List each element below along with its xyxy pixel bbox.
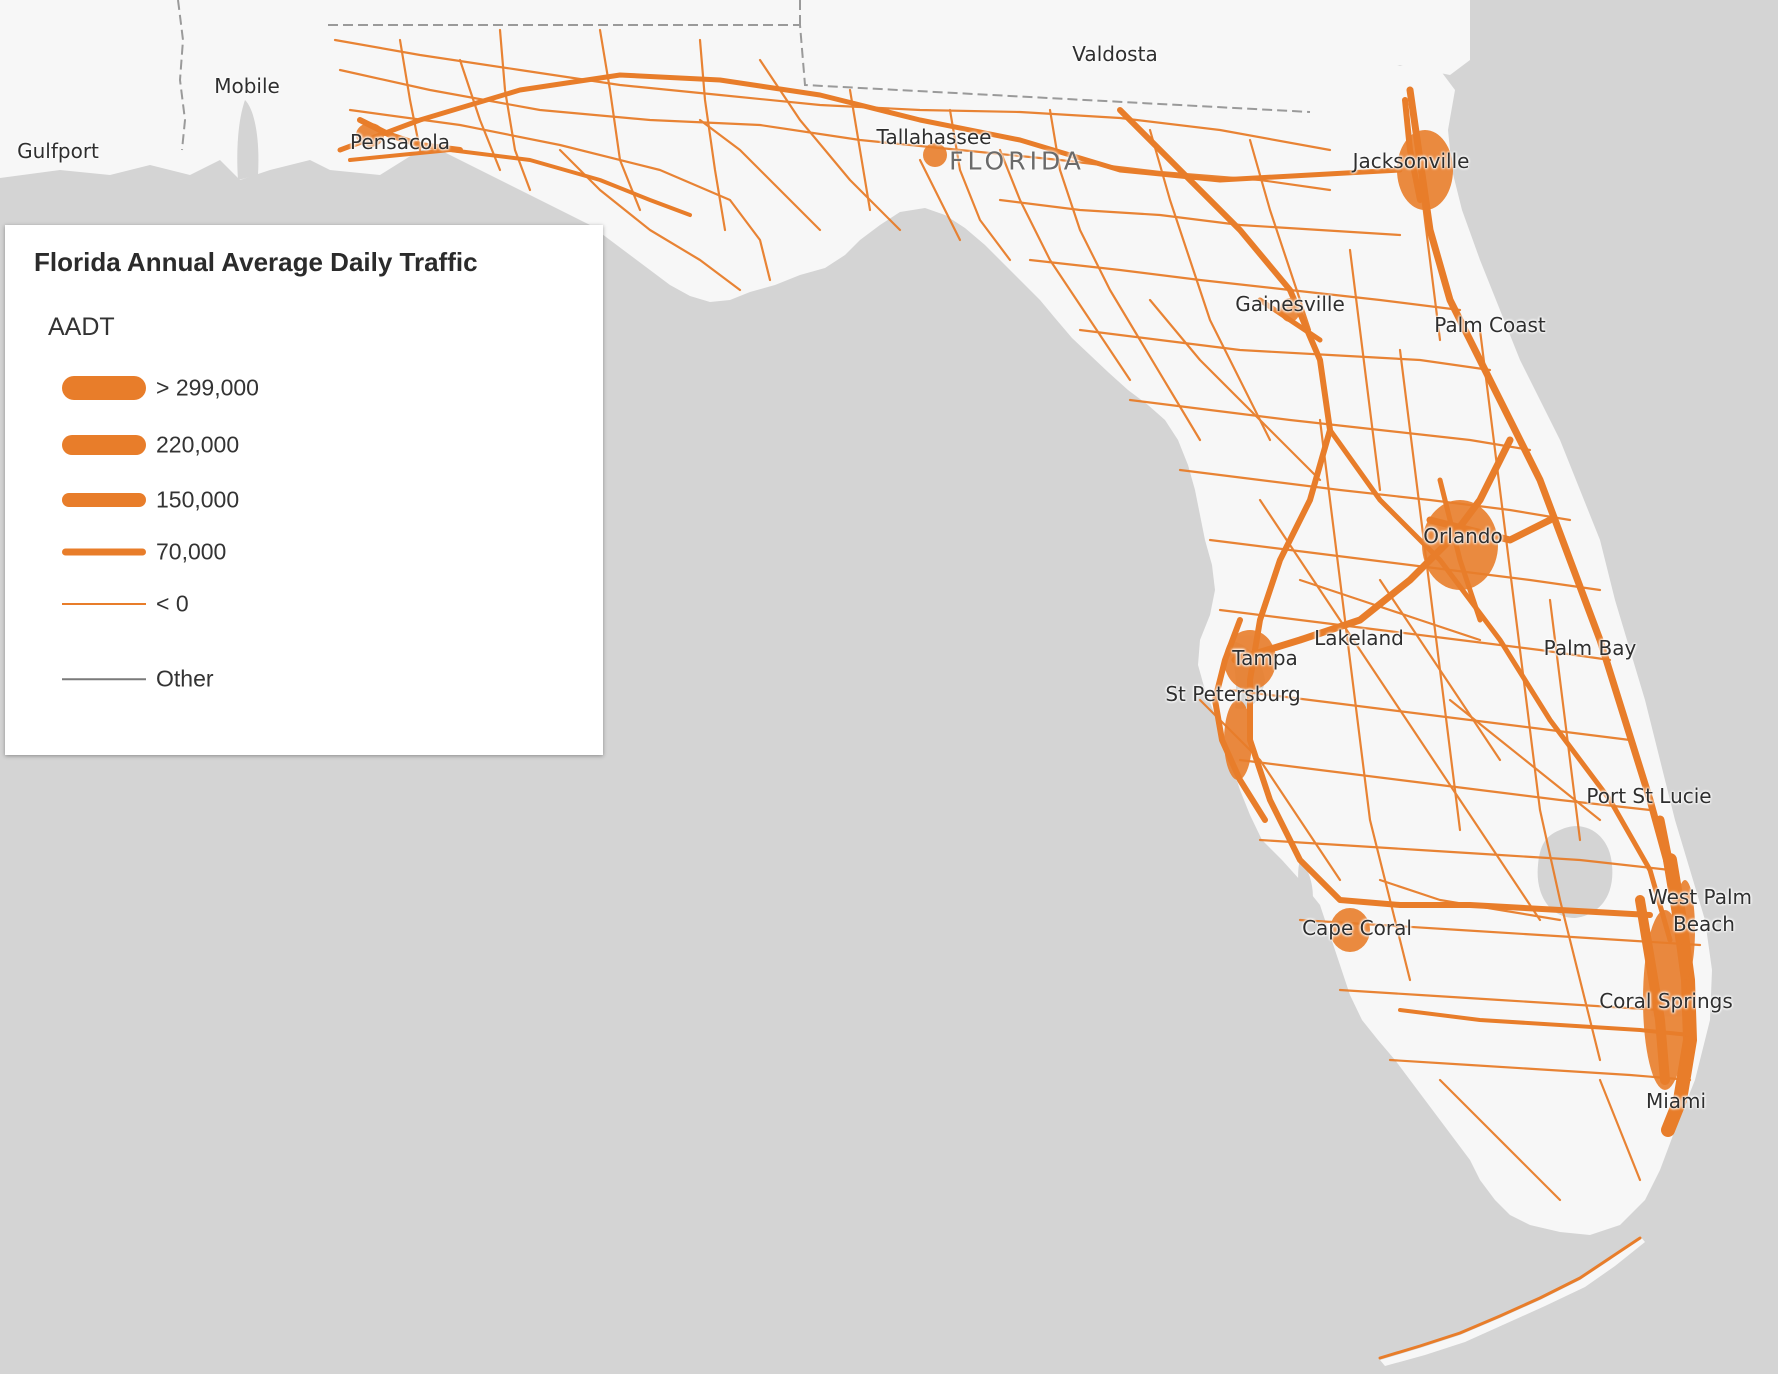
place-label-jacksonville: Jacksonville xyxy=(1352,149,1470,173)
legend-swatch-thin xyxy=(62,548,146,556)
legend-item-220000: 220,000 xyxy=(5,425,603,465)
legend-item-other: Other xyxy=(5,659,603,699)
place-label-west-palm: West Palm xyxy=(1648,885,1752,909)
place-label-port-st-lucie: Port St Lucie xyxy=(1586,784,1712,808)
place-label-gulfport: Gulfport xyxy=(17,139,99,163)
place-label-coral-springs: Coral Springs xyxy=(1599,989,1733,1013)
place-label-st-petersburg: St Petersburg xyxy=(1165,682,1301,706)
legend-label: < 0 xyxy=(156,590,189,617)
place-label-tampa: Tampa xyxy=(1232,646,1298,670)
legend-swatch-thickest xyxy=(62,376,146,400)
place-label-pensacola: Pensacola xyxy=(349,130,451,154)
legend-swatch-thick xyxy=(62,435,146,455)
legend-label: 150,000 xyxy=(156,486,240,513)
legend-swatch-other xyxy=(62,678,146,680)
place-label-miami: Miami xyxy=(1645,1089,1707,1113)
place-label-orlando: Orlando xyxy=(1423,524,1503,548)
state-borders xyxy=(177,0,1311,151)
place-label-gainesville: Gainesville xyxy=(1235,292,1345,316)
legend-item-above-299000: > 299,000 xyxy=(5,368,603,408)
place-label-tallahassee: Tallahassee xyxy=(876,125,992,149)
legend-label: 220,000 xyxy=(156,431,240,458)
place-label-palm-bay: Palm Bay xyxy=(1543,636,1637,660)
legend-panel: Florida Annual Average Daily Traffic AAD… xyxy=(5,225,603,755)
legend-field-name: AADT xyxy=(48,313,115,341)
legend-swatch-medium xyxy=(62,493,146,507)
state-label-florida: FLORIDA xyxy=(949,146,1085,176)
place-label-palm-coast: Palm Coast xyxy=(1434,313,1546,337)
legend-item-150000: 150,000 xyxy=(5,480,603,520)
legend-swatch-thinnest xyxy=(62,603,146,605)
place-label-cape-coral: Cape Coral xyxy=(1302,916,1412,940)
place-label-mobile: Mobile xyxy=(214,74,280,98)
road-network-minor xyxy=(333,28,1702,1202)
place-label-beach: Beach xyxy=(1673,912,1735,936)
place-label-lakeland: Lakeland xyxy=(1314,626,1404,650)
legend-item-70000: 70,000 xyxy=(5,532,603,572)
legend-label: Other xyxy=(156,665,214,692)
place-label-valdosta: Valdosta xyxy=(1072,42,1158,66)
legend-label: 70,000 xyxy=(156,538,227,565)
legend-title: Florida Annual Average Daily Traffic xyxy=(34,247,478,277)
legend-label: > 299,000 xyxy=(156,374,259,401)
legend-item-below-0: < 0 xyxy=(5,584,603,624)
urban-hotspots xyxy=(356,123,1695,1090)
